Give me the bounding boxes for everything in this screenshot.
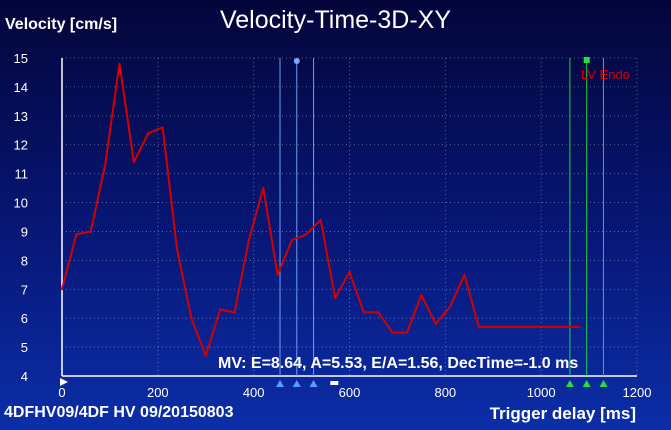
series-point <box>535 325 538 328</box>
blue-marker-top-dot[interactable] <box>293 58 300 64</box>
series-point <box>420 294 423 297</box>
series-point <box>233 311 236 314</box>
study-label: 4DFHV09/4DF HV 09/20150803 <box>4 404 234 421</box>
y-tick-label: 12 <box>14 138 28 153</box>
series-point <box>362 311 365 314</box>
series-point <box>204 354 207 357</box>
y-tick-label: 5 <box>21 340 28 355</box>
playhead-marker[interactable] <box>330 381 339 385</box>
x-tick-label: 200 <box>147 385 169 400</box>
blue-marker-handle[interactable] <box>309 380 318 387</box>
series-point <box>89 230 92 233</box>
y-tick-label: 8 <box>21 253 28 268</box>
x-tick-label: 1000 <box>527 385 556 400</box>
x-tick-label: 0 <box>58 385 65 400</box>
y-tick-label: 4 <box>21 369 28 384</box>
x-tick-label: 600 <box>339 385 361 400</box>
start-marker-icon[interactable] <box>60 378 68 386</box>
y-tick-label: 6 <box>21 311 28 326</box>
y-axis-label: Velocity [cm/s] <box>5 16 118 33</box>
series-point <box>190 317 193 320</box>
series-point <box>463 273 466 276</box>
y-tick-label: 10 <box>14 196 28 211</box>
series-line-lv-endo <box>61 62 580 357</box>
y-tick-label: 15 <box>14 51 28 66</box>
series-point <box>449 305 452 308</box>
series-point <box>118 62 121 65</box>
series-point <box>305 233 308 236</box>
blue-marker-handle[interactable] <box>292 380 301 387</box>
series-point <box>492 325 495 328</box>
series-point <box>391 331 394 334</box>
series-point <box>161 126 164 129</box>
series-point <box>247 239 250 242</box>
x-axis-label: Trigger delay [ms] <box>489 404 636 423</box>
x-tick-label: 1200 <box>623 385 652 400</box>
y-tick-label: 13 <box>14 109 28 124</box>
green-marker-top-square[interactable] <box>583 57 590 63</box>
series-point <box>219 308 222 311</box>
x-tick-label: 400 <box>243 385 265 400</box>
blue-marker-handle[interactable] <box>276 380 285 387</box>
legend-lv-endo: LV Endo <box>581 67 630 82</box>
series-point <box>377 311 380 314</box>
y-tick-label: 14 <box>14 80 28 95</box>
series-point <box>319 218 322 221</box>
series-point <box>291 239 293 242</box>
green-marker-handle[interactable] <box>565 380 574 387</box>
series-point <box>506 325 509 328</box>
series-point <box>104 163 107 166</box>
series-point <box>348 270 351 273</box>
series-point <box>334 296 337 299</box>
series-point <box>147 132 150 135</box>
chart-title: Velocity-Time-3D-XY <box>219 6 452 34</box>
x-tick-label: 800 <box>434 385 456 400</box>
series-point <box>406 331 408 334</box>
green-marker-handle[interactable] <box>582 380 591 387</box>
y-tick-label: 7 <box>21 282 28 297</box>
series-point <box>578 325 581 328</box>
series-point <box>434 322 437 325</box>
mv-annotation: MV: E=8.64, A=5.53, E/A=1.56, DecTime=-1… <box>218 355 578 372</box>
series-point <box>132 161 135 164</box>
y-tick-label: 9 <box>21 224 28 239</box>
series-point <box>477 325 480 328</box>
series-point <box>549 325 552 328</box>
series-point <box>276 273 279 276</box>
series-point <box>176 247 178 250</box>
series-point <box>75 233 78 236</box>
series-point <box>61 288 63 291</box>
series-point <box>564 325 567 328</box>
series-point <box>521 325 523 328</box>
green-marker-handle[interactable] <box>599 380 608 387</box>
series-point <box>262 187 265 190</box>
y-tick-label: 11 <box>15 167 29 182</box>
